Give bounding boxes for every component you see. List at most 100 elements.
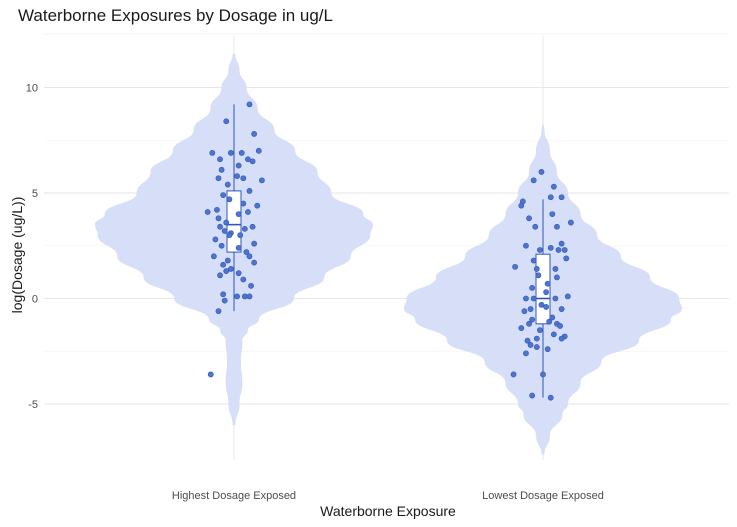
data-point xyxy=(526,320,532,327)
data-point xyxy=(547,394,554,401)
data-point xyxy=(552,266,559,272)
data-point xyxy=(510,371,517,378)
data-point xyxy=(530,177,537,184)
y-tick-label: 10 xyxy=(26,83,38,95)
data-point xyxy=(220,192,227,199)
data-point xyxy=(217,223,223,230)
data-point xyxy=(554,274,560,281)
data-point xyxy=(524,337,531,344)
data-point xyxy=(533,344,540,350)
data-point xyxy=(527,342,534,348)
data-point xyxy=(214,206,220,213)
data-point xyxy=(529,316,536,323)
data-point xyxy=(204,209,211,215)
data-point xyxy=(245,156,251,163)
y-tick-label: 5 xyxy=(32,188,38,200)
data-point xyxy=(549,211,556,217)
data-point xyxy=(558,306,565,312)
data-point xyxy=(523,350,529,357)
data-point xyxy=(223,268,230,274)
chart-title: Waterborne Exposures by Dosage in ug/L xyxy=(18,6,333,25)
data-point xyxy=(220,261,227,268)
y-tick-label: 0 xyxy=(32,294,38,306)
data-point xyxy=(532,223,539,230)
data-point xyxy=(563,255,570,262)
data-point xyxy=(243,249,250,255)
data-point xyxy=(546,318,553,325)
data-point xyxy=(217,156,223,163)
data-point xyxy=(237,232,244,239)
data-point xyxy=(521,308,528,315)
data-point xyxy=(547,194,554,201)
data-point xyxy=(215,215,222,222)
data-point xyxy=(246,253,253,260)
data-point xyxy=(246,101,253,108)
data-point xyxy=(235,244,242,251)
data-point xyxy=(518,325,525,331)
data-point xyxy=(209,150,216,156)
data-point xyxy=(254,202,261,209)
data-point xyxy=(227,266,234,272)
data-point xyxy=(537,327,543,334)
box-iqr xyxy=(535,253,551,325)
data-point xyxy=(555,247,562,253)
x-tick-label: Highest Dosage Exposed xyxy=(172,490,296,502)
data-point xyxy=(251,240,258,247)
violins xyxy=(95,53,682,455)
data-point xyxy=(226,232,233,239)
data-point xyxy=(544,280,551,287)
data-point xyxy=(557,323,563,329)
data-point xyxy=(223,118,230,125)
data-point xyxy=(246,293,253,300)
data-point xyxy=(535,272,542,279)
x-tick-label: Lowest Dosage Exposed xyxy=(482,490,604,502)
data-point xyxy=(220,291,227,298)
data-point xyxy=(550,183,557,190)
data-point xyxy=(554,223,560,230)
data-point xyxy=(235,211,242,217)
data-point xyxy=(246,187,253,194)
data-point xyxy=(221,228,228,234)
data-point xyxy=(215,308,222,315)
data-point xyxy=(235,162,242,169)
data-point xyxy=(530,257,537,264)
data-point xyxy=(544,346,551,353)
data-point xyxy=(552,295,559,302)
data-point xyxy=(218,166,225,173)
data-point xyxy=(550,331,557,338)
data-point xyxy=(523,295,529,302)
y-tick-label: -5 xyxy=(28,399,38,411)
data-point xyxy=(538,168,545,175)
data-point xyxy=(235,270,242,277)
data-point xyxy=(523,242,529,249)
data-point xyxy=(526,215,532,222)
data-point xyxy=(248,282,254,289)
data-point xyxy=(518,202,525,209)
data-point xyxy=(558,194,565,201)
data-point xyxy=(251,259,258,266)
data-point xyxy=(227,150,234,156)
data-point xyxy=(527,306,534,312)
data-point xyxy=(251,131,258,137)
data-point xyxy=(530,295,537,302)
data-point xyxy=(210,253,217,260)
data-point xyxy=(568,219,574,226)
data-point xyxy=(240,276,247,283)
data-point xyxy=(558,335,565,342)
data-point xyxy=(240,200,247,207)
data-point xyxy=(529,285,536,291)
data-point xyxy=(241,225,248,232)
data-point xyxy=(249,158,256,165)
data-point xyxy=(533,335,540,342)
data-points xyxy=(204,101,574,401)
data-point xyxy=(234,173,240,180)
data-point xyxy=(245,209,251,215)
data-point xyxy=(543,304,549,310)
data-point xyxy=(543,289,549,296)
data-point xyxy=(240,175,247,182)
data-point xyxy=(561,247,568,253)
data-point xyxy=(564,293,571,300)
data-point xyxy=(549,314,556,321)
y-tick-labels: -5 0 5 10 xyxy=(26,83,38,412)
